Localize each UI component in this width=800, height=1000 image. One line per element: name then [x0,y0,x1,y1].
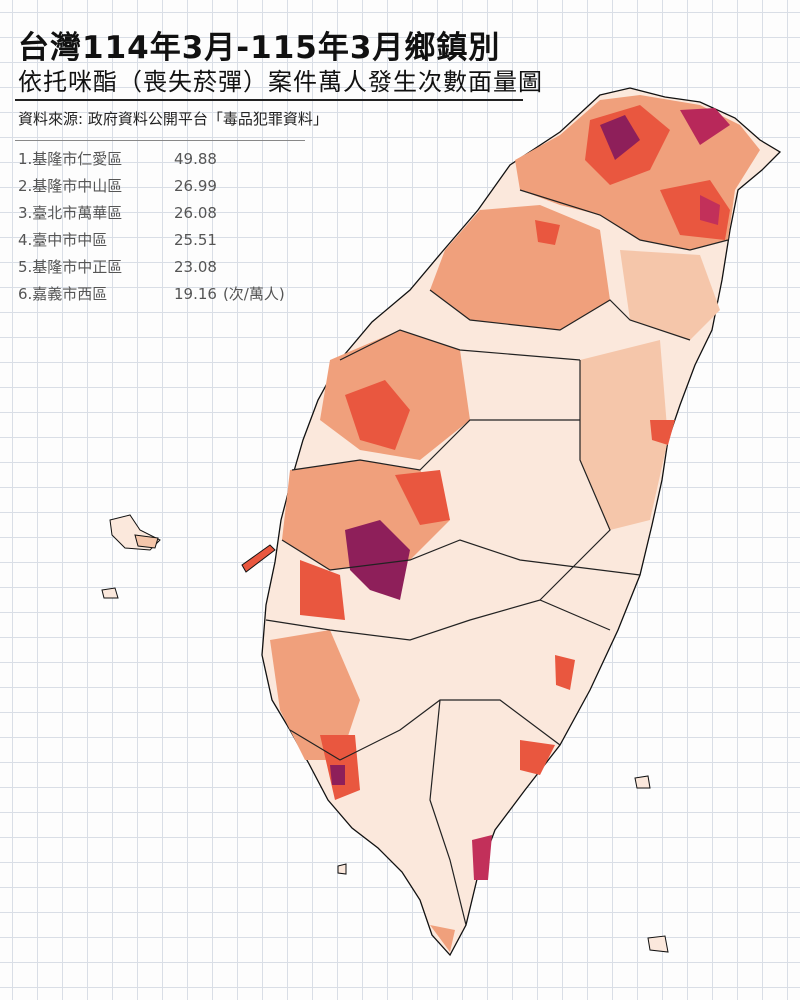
xiaoliuqiu [337,863,347,875]
rate-value: 19.16 [174,285,217,303]
region [535,220,560,245]
border [539,360,611,601]
green-island [634,775,651,789]
border [291,419,580,471]
rate-value: 49.88 [174,150,217,168]
district-name: 6.嘉義市西區 [18,285,108,303]
region [680,108,730,145]
region [620,250,720,340]
region [700,195,720,225]
source-rule [15,140,305,141]
border [429,699,467,926]
border [289,699,561,761]
choropleth [270,95,760,952]
county-borders [265,189,729,926]
ranking-row: 6.嘉義市西區 19.16 (次/萬人) [18,281,285,308]
rate-value: 26.99 [174,177,217,195]
region [580,340,668,530]
waisanding [241,544,276,573]
ranking-row: 1.基隆市仁愛區 49.88 [18,146,285,173]
district-name: 1.基隆市仁愛區 [18,150,123,168]
border [265,599,611,641]
region [660,180,730,240]
region [600,115,640,160]
region [330,765,345,785]
border [339,329,581,361]
border [519,189,729,251]
district-name: 2.基隆市中山區 [18,177,123,195]
district-name: 3.臺北市萬華區 [18,204,123,222]
lanyu [647,935,669,953]
region [650,420,675,445]
region [345,520,410,600]
rate-value: 23.08 [174,258,217,276]
district-name: 5.基隆市中正區 [18,258,123,276]
ranking-row: 4.臺中市中區 25.51 [18,227,285,254]
ranking: 1.基隆市仁愛區 49.88 2.基隆市中山區 26.99 3.臺北市萬華區 26.08 4… [18,146,285,308]
region [395,470,450,525]
region [430,205,610,330]
region [300,560,345,620]
region [430,925,455,952]
region [520,740,555,775]
islet [101,587,119,599]
region [472,835,492,880]
title: 台灣114年3月-115年3月鄉鎮別 [18,30,501,66]
islands [101,514,669,953]
penghu-east [134,534,159,549]
rate-unit: (次/萬人) [222,285,285,303]
source: 資料來源: 政府資料公開平台「毒品犯罪資料」 [18,110,328,128]
region [555,655,575,690]
rate-value: 25.51 [174,231,217,249]
ranking-row: 2.基隆市中山區 26.99 [18,173,285,200]
district-name: 4.臺中市中區 [18,231,108,249]
border [281,539,641,576]
title-rule [15,99,523,101]
ranking-row: 5.基隆市中正區 23.08 [18,254,285,281]
border [429,289,691,341]
rate-value: 26.08 [174,204,217,222]
region [345,380,410,450]
region [270,630,360,760]
ranking-row: 3.臺北市萬華區 26.08 [18,200,285,227]
subtitle: 依托咪酯（喪失菸彈）案件萬人發生次數面量圖 [18,68,543,96]
